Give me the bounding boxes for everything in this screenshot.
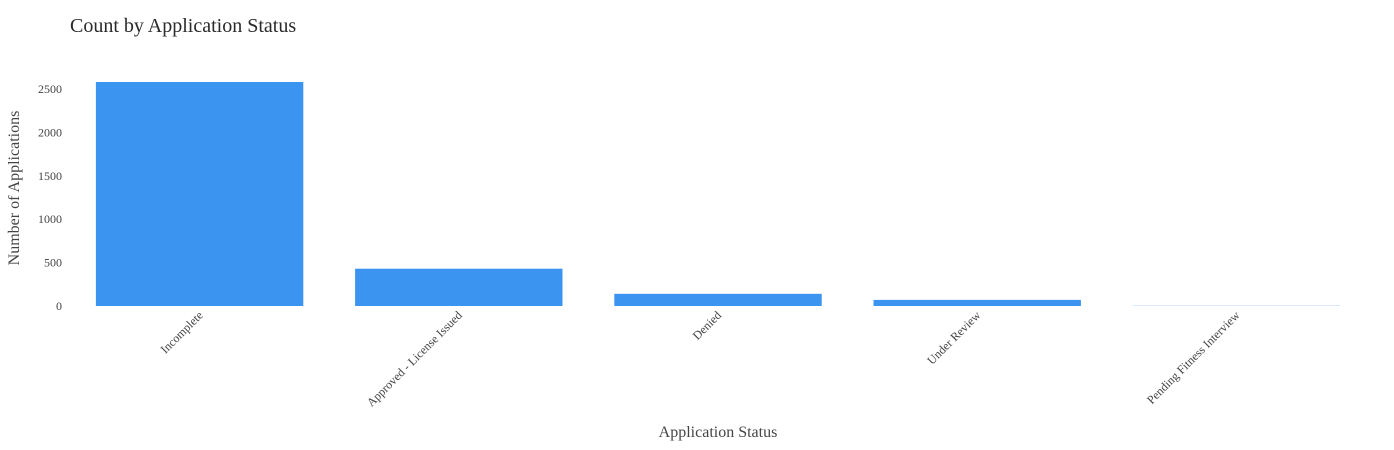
bar-approved-license-issued[interactable] xyxy=(355,268,563,306)
y-tick-label: 2500 xyxy=(38,82,62,96)
x-axis-label: Application Status xyxy=(659,424,778,441)
y-tick-label: 0 xyxy=(56,299,62,313)
x-tick-label: Pending Fitness Interview xyxy=(1144,308,1243,407)
bar-under-review[interactable] xyxy=(873,299,1081,306)
y-tick-label: 1500 xyxy=(38,169,62,183)
x-tick-label: Under Review xyxy=(924,308,983,367)
y-tick-label: 1000 xyxy=(38,212,62,226)
y-tick-label: 500 xyxy=(44,256,62,270)
y-tick-label: 2000 xyxy=(38,125,62,139)
y-axis-label: Number of Applications xyxy=(6,111,23,266)
bar-denied[interactable] xyxy=(614,293,822,306)
bar-incomplete[interactable] xyxy=(95,82,304,306)
x-tick-label: Denied xyxy=(690,308,724,342)
y-axis-ticks: 0 500 1000 1500 2000 2500 xyxy=(38,82,62,313)
x-tick-label: Approved - License Issued xyxy=(364,308,465,409)
bars-layer xyxy=(95,82,1341,306)
chart-title: Count by Application Status xyxy=(70,15,297,37)
x-axis-ticks: Incomplete Approved - License Issued Denie… xyxy=(158,308,1243,409)
x-tick-label: Incomplete xyxy=(158,308,206,356)
